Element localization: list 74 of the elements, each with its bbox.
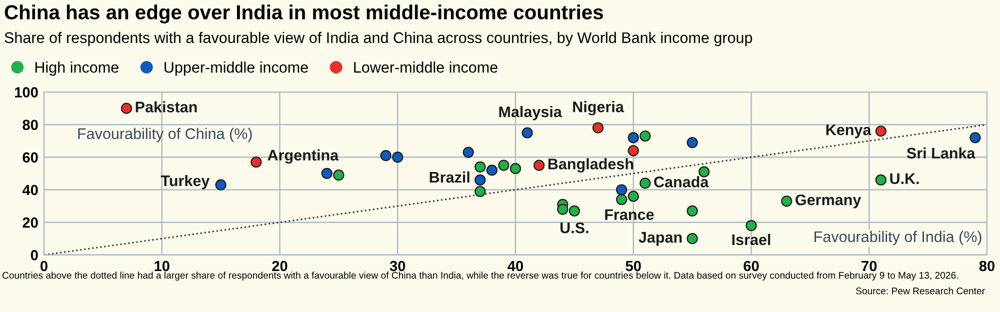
annotation: Pakistan [136,101,197,112]
annotation: Sri Lanka [906,147,976,159]
source-note: Source: Pew Research Center [856,287,985,294]
point [640,178,651,189]
point [486,164,498,176]
annotation: Bangladesh [548,158,634,172]
annotation: Nigeria [573,101,624,116]
point [616,194,628,206]
y-tick-label: 20 [22,217,38,228]
annotation: Brazil [430,171,470,183]
x-tick-label: 0 [40,260,48,272]
annotation: France [605,209,654,220]
point [628,145,639,156]
y-axis-title: Favourability of China (%) [78,128,252,142]
annotation: Kenya [826,124,872,138]
point [321,168,332,180]
point [474,161,486,173]
point [686,233,698,244]
legend-label: High income [35,62,118,76]
point [875,174,886,186]
point [628,190,639,202]
point [333,170,344,181]
point [510,163,522,174]
point [380,150,392,162]
point [557,204,568,215]
x-tick-label: 10 [154,260,170,272]
annotation: Canada [654,176,709,188]
annotation: Japan [638,232,682,246]
point [686,136,698,148]
annotation: Germany [796,194,862,208]
point [474,186,486,197]
point [498,160,510,171]
y-tick-label: 100 [15,87,38,98]
chart-title: China has an edge over India in most middle-income countries [4,4,603,24]
point [474,174,486,186]
x-axis-title: Favourability of India (%) [814,230,982,246]
x-tick-label: 80 [979,260,995,272]
point [781,196,792,207]
x-tick-label: 20 [272,260,288,272]
point [686,205,698,216]
point [616,184,628,196]
y-tick-label: 40 [22,184,38,196]
point [970,132,981,144]
point [568,205,580,216]
x-tick-label: 50 [626,260,641,272]
point [462,146,474,158]
x-tick-label: 70 [862,260,877,272]
point [522,127,533,138]
point [534,160,545,171]
point [215,179,226,190]
point [628,132,639,144]
y-tick-label: 60 [22,152,38,163]
point [875,126,886,137]
annotation: Turkey [160,174,210,190]
point [640,130,651,142]
legend-label: Lower-middle income [354,62,498,73]
point [746,220,757,232]
point [250,156,262,168]
x-tick-label: 30 [390,260,406,272]
point [120,102,132,114]
point [592,122,604,134]
annotation: Israel [732,234,770,246]
chart-subtitle: Share of respondents with a favourable view of India and China across countries, by World Bank income group [4,32,752,46]
y-tick-label: 80 [22,120,38,130]
point [392,152,404,163]
x-tick-label: 40 [508,260,524,272]
x-tick-label: 60 [744,260,759,272]
legend-label: Upper-middle income [164,62,308,76]
y-tick-label: 0 [30,250,38,260]
annotation: U.K. [890,173,919,184]
text: Countries above the dotted line had a larger share of respondents with a favourable view of China than India, while the reverse was true for countries below it. Data based on survey conducted from February 9 to May 13, 2026. [2,272,958,281]
annotation: Malaysia [499,106,562,120]
annotation: U.S. [560,222,588,234]
annotation: Argentina [268,149,339,164]
